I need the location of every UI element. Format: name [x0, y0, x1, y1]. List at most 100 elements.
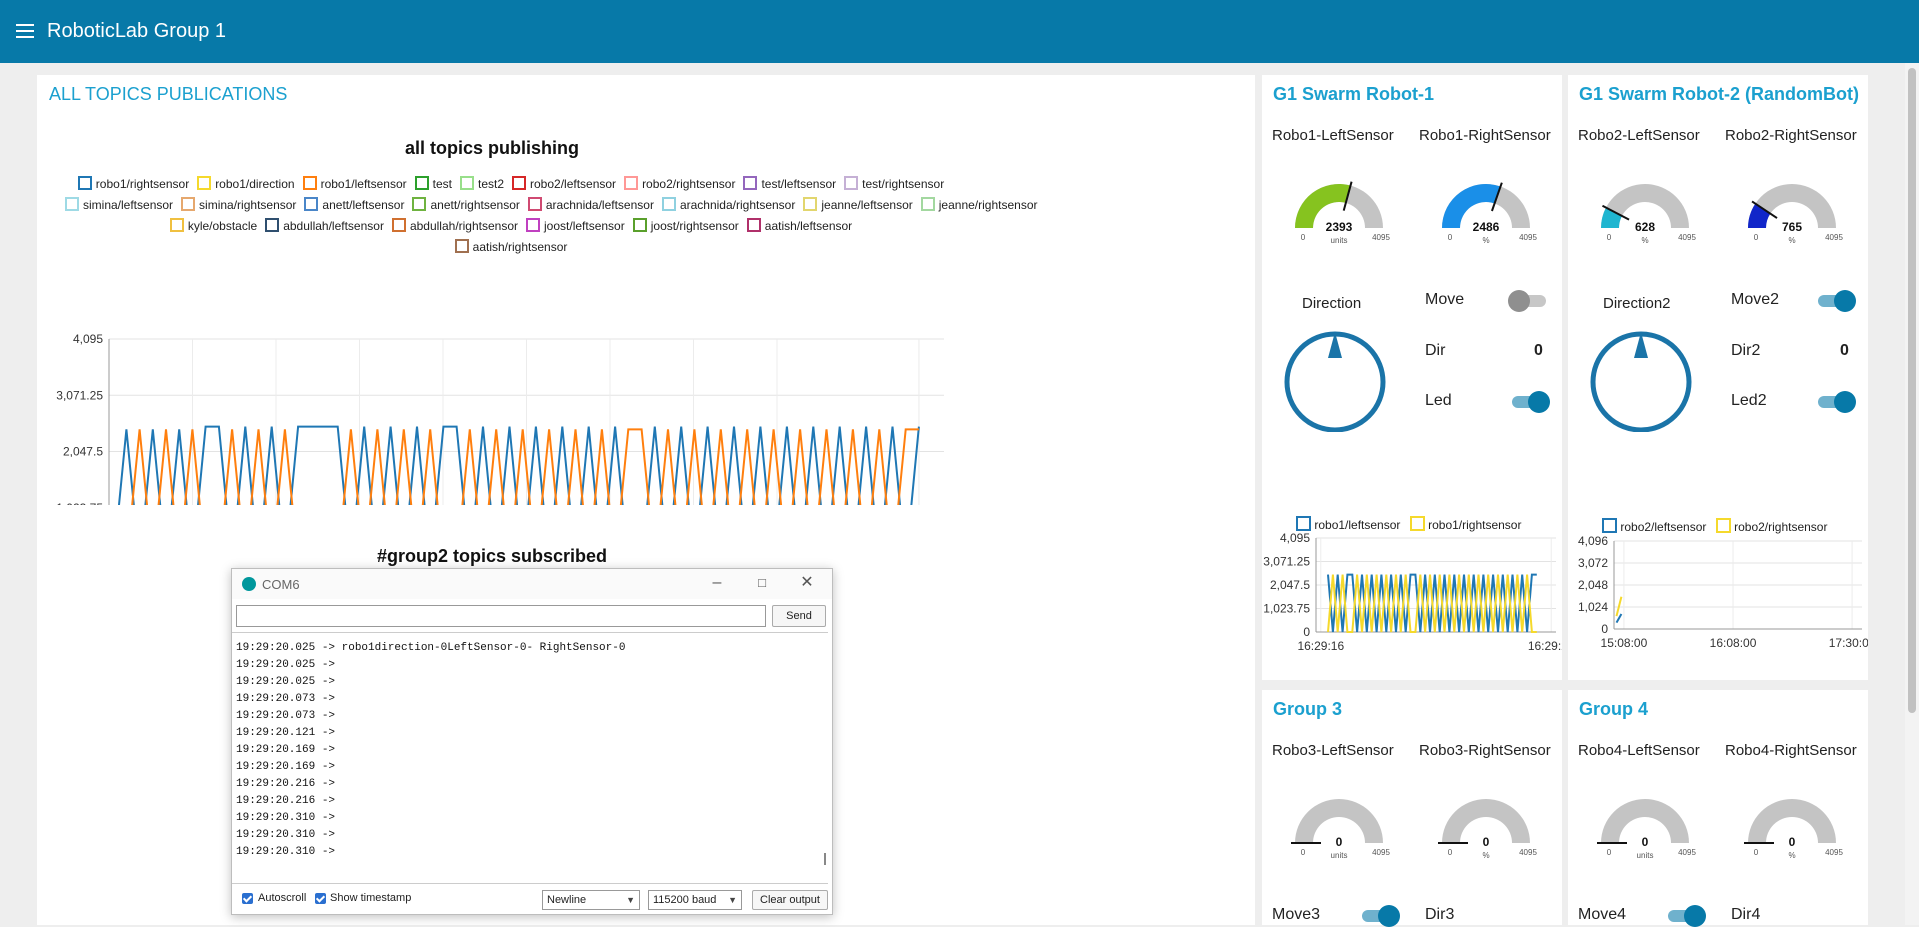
direction2-dial [1590, 331, 1692, 432]
x-tick-label: 17:30:00 [1829, 636, 1868, 650]
legend-row: robo1/rightsensor robo1/direction robo1/le… [57, 174, 957, 195]
dir2-value: 0 [1840, 342, 1849, 359]
legend-swatch [844, 176, 859, 190]
robot1-left-gauge: 2393 units 0 4095 [1295, 181, 1390, 245]
robot1-card: G1 Swarm Robot-1 Robo1-LeftSensor Robo1-… [1262, 75, 1562, 680]
legend-swatch [412, 197, 427, 211]
legend-swatch [169, 218, 184, 232]
gauge-max: 4095 [1825, 233, 1843, 242]
legend-item: kyle/obstacle [187, 219, 258, 233]
close-icon[interactable]: ✕ [800, 574, 814, 591]
legend-swatch [391, 218, 406, 232]
baud-select[interactable]: 115200 baud ▼ [648, 890, 742, 910]
legend-item: robo1/direction [215, 177, 295, 191]
y-tick-label: 1,024 [1578, 600, 1608, 614]
menu-icon[interactable] [14, 21, 38, 41]
y-tick-label: 4,095 [73, 332, 103, 346]
output-scrollbar[interactable] [824, 853, 826, 865]
move2-toggle[interactable] [1818, 290, 1856, 312]
legend-item: abdullah/rightsensor [409, 219, 519, 233]
gauge-track [1295, 799, 1383, 843]
legend-item: robo1/leftsensor [320, 177, 407, 191]
legend-swatch [527, 197, 542, 211]
legend-item: joost/rightsensor [650, 219, 739, 233]
legend-swatch [304, 197, 319, 211]
legend-swatch [743, 176, 758, 190]
chart-title: all topics publishing [405, 138, 580, 158]
y-tick-label: 4,096 [1578, 534, 1608, 548]
move3-toggle[interactable] [1362, 905, 1400, 927]
second-chart-title: #group2 topics subscribed [377, 546, 608, 566]
scrollbar-thumb[interactable] [1908, 68, 1916, 713]
legend-swatch [77, 176, 92, 190]
autoscroll-checkbox[interactable] [242, 893, 253, 904]
gauge-unit: % [1788, 236, 1795, 245]
gauge-track [1442, 799, 1530, 843]
gauge-value: 0 [1336, 835, 1343, 849]
robot2-title: G1 Swarm Robot-2 (RandomBot) [1579, 84, 1860, 104]
robot3-left-gauge-label: Robo3-LeftSensor [1272, 742, 1394, 759]
robot4-right-gauge: 0% 0 4095 [1744, 799, 1843, 860]
page-scrollbar[interactable] [1905, 63, 1919, 925]
robot2-sensor-chart: 4,096 3,072 2,048 1,024 015:08:00 16:08:00 17:… [1578, 534, 1868, 650]
arduino-logo-icon [242, 577, 256, 591]
serial-line: 19:29:20.025 -> [236, 676, 336, 688]
legend-item: aatish/leftsensor [764, 219, 853, 233]
direction-label: Direction [1302, 295, 1362, 312]
legend-item: test [432, 177, 452, 191]
group4-card: Group 4 Robo4-LeftSensor Robo4-RightSens… [1568, 690, 1868, 927]
legend-item: simina/rightsensor [199, 198, 297, 212]
direction2-label: Direction2 [1603, 295, 1671, 312]
y-tick-label: 3,071.25 [56, 388, 103, 402]
led2-toggle[interactable] [1818, 391, 1856, 413]
window-titlebar[interactable]: COM6 – □ ✕ [232, 569, 832, 599]
gauge-min: 0 [1301, 233, 1306, 242]
serial-line: 19:29:20.025 -> robo1direction-0LeftSens… [236, 642, 626, 654]
series-line [1615, 613, 1623, 624]
gauge-needle [1751, 200, 1778, 219]
serial-line: 19:29:20.169 -> [236, 761, 336, 773]
move4-toggle[interactable] [1668, 905, 1706, 927]
series-line [1615, 596, 1623, 617]
serial-footer: Autoscroll Show timestamp Newline ▼ 1152… [232, 886, 832, 912]
serial-input[interactable] [236, 605, 766, 627]
maximize-icon[interactable]: □ [758, 575, 766, 590]
gauge-unit: % [1641, 236, 1648, 245]
legend-item: robo1/rightsensor [1428, 518, 1522, 532]
legend-item: robo1/rightsensor [95, 177, 190, 191]
y-tick-label: 3,071.25 [1263, 555, 1310, 569]
robot2-chart-legend: robo2/leftsensor robo2/rightsensor [1602, 518, 1827, 534]
serial-line: 19:29:19.978 -> [236, 633, 335, 642]
gauge-max: 4095 [1372, 233, 1390, 242]
app-title: RoboticLab Group 1 [47, 20, 227, 42]
led-label: Led [1425, 392, 1452, 409]
dir-label: Dir [1425, 342, 1446, 359]
chevron-down-icon: ▼ [626, 895, 635, 905]
clear-output-button[interactable]: Clear output [752, 890, 828, 910]
legend-swatch [197, 176, 212, 190]
serial-line: 19:29:20.216 -> [236, 778, 336, 790]
legend-swatch [454, 239, 469, 253]
led-toggle[interactable] [1512, 391, 1550, 413]
line-ending-select[interactable]: Newline ▼ [542, 890, 640, 910]
minimize-icon[interactable]: – [712, 574, 722, 591]
legend-swatch [65, 197, 79, 211]
gauge-min: 0 [1301, 848, 1306, 857]
group4-title: Group 4 [1579, 699, 1649, 719]
gauge-unit: units [1331, 851, 1348, 860]
gauge-needle [1490, 182, 1503, 212]
gauge-min: 0 [1754, 848, 1759, 857]
gauge-unit: % [1482, 236, 1489, 245]
legend-swatch [632, 218, 647, 232]
legend-item: robo2/leftsensor [530, 177, 617, 191]
robot1-right-gauge-label: Robo1-RightSensor [1419, 127, 1551, 144]
timestamp-checkbox[interactable] [315, 893, 326, 904]
legend-item: simina/leftsensor [83, 198, 174, 212]
move-toggle[interactable] [1508, 290, 1546, 312]
y-tick-label: 2,047.5 [63, 445, 103, 459]
direction-dial [1284, 331, 1386, 432]
y-tick-label: 0 [1303, 625, 1310, 639]
y-tick-label: 4,095 [1280, 531, 1310, 545]
robot2-left-gauge-label: Robo2-LeftSensor [1578, 127, 1700, 144]
send-button[interactable]: Send [772, 605, 826, 627]
